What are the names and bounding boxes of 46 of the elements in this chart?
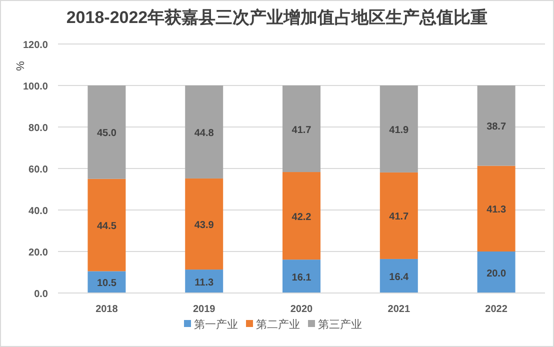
data-label: 38.7 xyxy=(486,122,506,133)
data-label: 16.1 xyxy=(292,272,312,284)
y-tick-label: 60.0 xyxy=(28,164,48,176)
bar xyxy=(88,178,126,272)
y-tick-label: 80.0 xyxy=(28,123,48,134)
data-label: 41.7 xyxy=(292,124,312,136)
bar xyxy=(477,166,516,252)
y-axis-title: % xyxy=(15,60,27,71)
bar xyxy=(185,86,224,178)
bar xyxy=(282,86,320,172)
legend-label: 第三产业 xyxy=(318,318,362,331)
data-label: 41.9 xyxy=(389,124,410,136)
data-label: 41.3 xyxy=(486,204,506,216)
x-tick-label: 2019 xyxy=(192,304,216,315)
bar xyxy=(185,178,224,270)
bar xyxy=(282,260,320,293)
y-tick-label: 20.0 xyxy=(28,248,48,258)
data-label: 44.5 xyxy=(96,221,117,232)
bar xyxy=(185,270,224,293)
legend-label: 第二产业 xyxy=(256,318,300,331)
data-label: 10.5 xyxy=(96,278,117,290)
x-tick-label: 2020 xyxy=(290,304,314,315)
x-tick-label: 2021 xyxy=(388,304,410,315)
data-label: 11.3 xyxy=(194,277,214,288)
data-label: 44.8 xyxy=(194,128,214,139)
y-tick-label: 40.0 xyxy=(28,206,48,217)
bar xyxy=(88,86,126,179)
data-label: 20.0 xyxy=(486,268,506,280)
bar xyxy=(282,172,320,260)
bar xyxy=(477,252,516,293)
data-label: 42.2 xyxy=(292,212,312,223)
bar xyxy=(477,86,516,166)
x-tick-label: 2018 xyxy=(96,304,118,315)
x-tick-label: 2022 xyxy=(485,304,508,315)
data-label: 45.0 xyxy=(96,128,117,140)
data-label: 43.9 xyxy=(194,220,214,232)
bar xyxy=(380,172,418,259)
y-tick-label: 0.0 xyxy=(34,289,48,300)
chart-title: 2018-2022年获嘉县三次产业增加值占地区生产总值比重 xyxy=(66,8,488,27)
bar xyxy=(380,258,418,293)
data-label: 41.7 xyxy=(389,212,410,223)
y-tick-label: 100.0 xyxy=(22,82,48,92)
y-tick-label: 120.0 xyxy=(22,40,48,51)
bar xyxy=(380,86,418,172)
legend-label: 第一产业 xyxy=(194,318,238,331)
data-label: 16.4 xyxy=(389,272,410,283)
